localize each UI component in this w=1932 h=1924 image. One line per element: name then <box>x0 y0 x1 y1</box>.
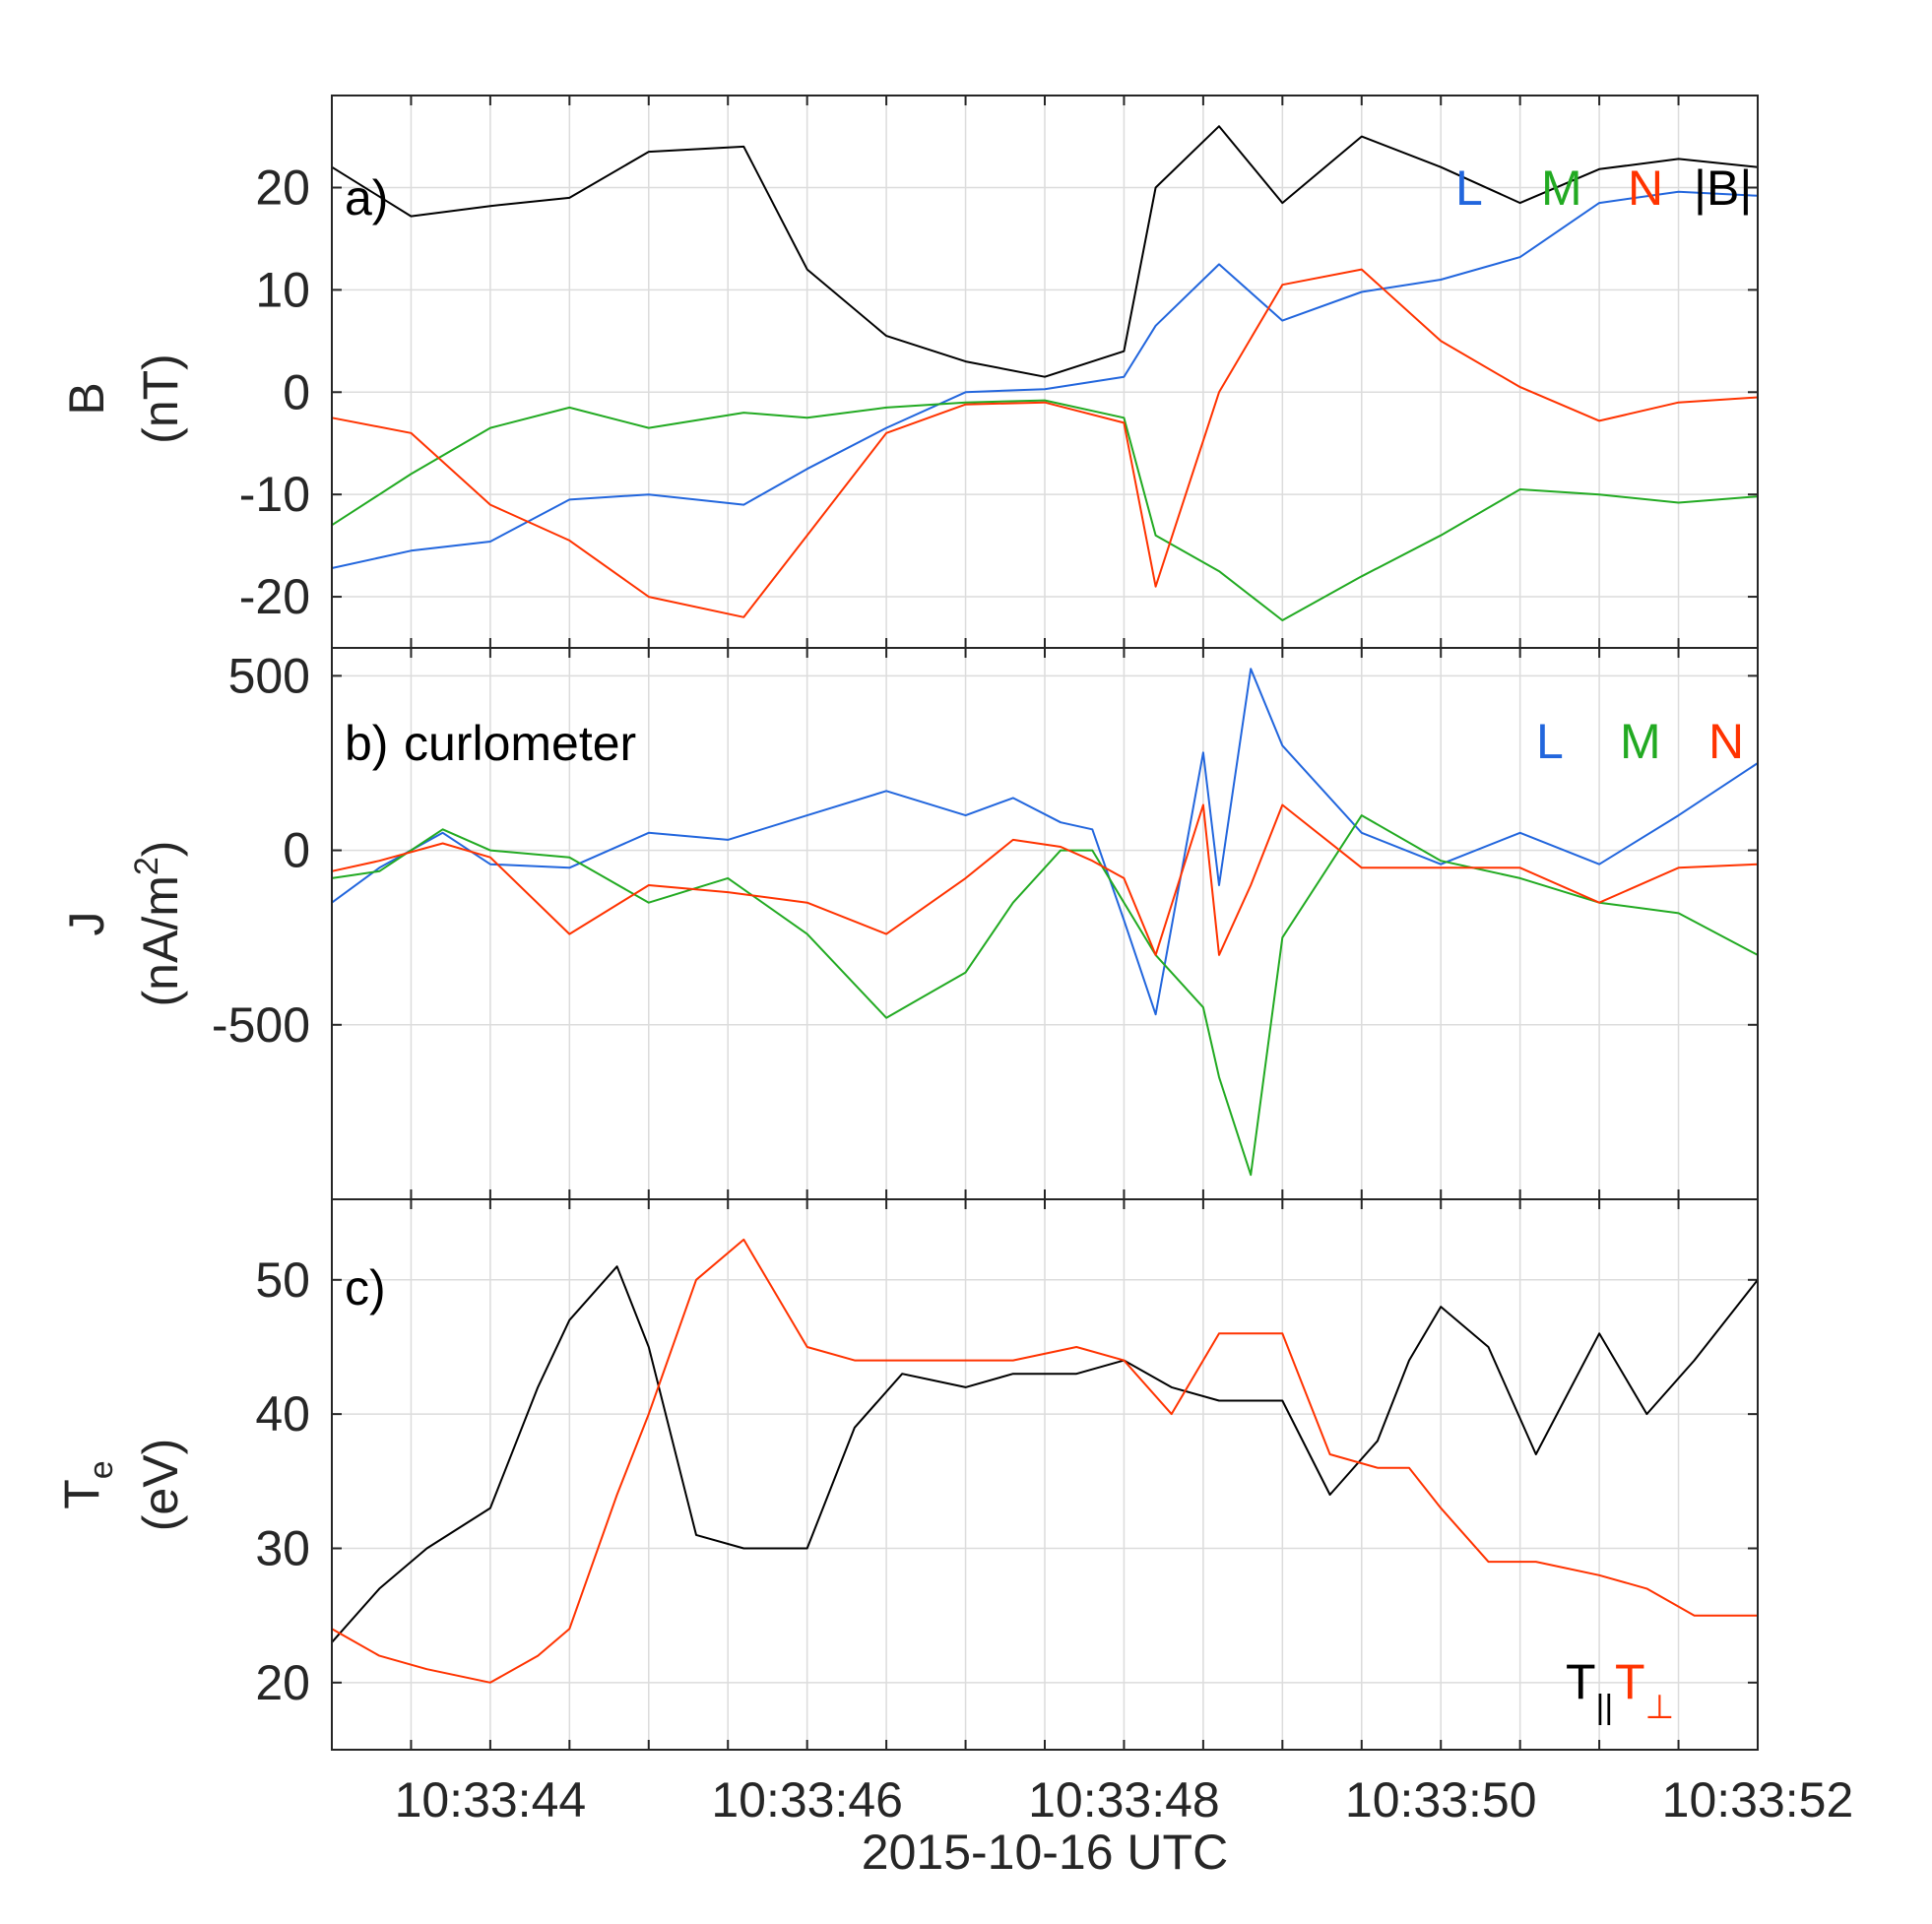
panel-b-yunit-close: ) <box>133 841 188 858</box>
panel-c-ytick-label: 50 <box>255 1252 310 1308</box>
panel-b-ytick-label: -500 <box>212 997 310 1053</box>
panel-c-frame <box>331 1198 1759 1751</box>
panel-c-xtick-label: 10:33:44 <box>395 1772 587 1828</box>
panel-b-label: b) <box>345 716 388 771</box>
panel-c-xlabel: 2015-10-16 UTC <box>862 1825 1228 1880</box>
panel-a-label: a) <box>345 170 388 225</box>
panel-b-series <box>331 668 1759 1177</box>
panel-b-grid <box>332 648 1758 1199</box>
panel-c-label: c) <box>345 1260 386 1315</box>
panel-b-legend-l: L <box>1536 714 1564 769</box>
panel-c-grid <box>332 1199 1758 1750</box>
panel-c-xtick-label: 10:33:50 <box>1345 1772 1537 1828</box>
panel-a-legend-l: L <box>1455 160 1483 216</box>
panel-c-xtick-labels: 10:33:44 10:33:46 10:33:48 10:33:50 10:33:52 <box>395 1772 1854 1828</box>
panel-a-yunit-text: (nT) <box>133 353 188 444</box>
panel-a-ytick-label: 20 <box>255 160 310 216</box>
panel-b-series-n-line <box>331 803 1759 956</box>
panel-c-ylabel: Te <box>54 1460 120 1508</box>
panel-a-ytick-label: 0 <box>283 364 310 419</box>
panel-c: 20 30 40 50 10:33:44 10:33:46 10:33:48 10:33:5… <box>54 1198 1854 1880</box>
panel-b-series-l-line <box>331 668 1759 1016</box>
panel-a-legend: L M N |B| <box>1455 160 1752 216</box>
panel-c-ylabel-sub: e <box>83 1460 120 1479</box>
panel-b-yunit: (nA/m2) <box>128 841 188 1007</box>
panel-a-ytick-label: -20 <box>239 569 310 624</box>
panel-b-yunit-base: (nA/m <box>133 875 188 1006</box>
panel-c-series <box>331 1238 1759 1684</box>
panel-b-ytick-label: 0 <box>283 823 310 878</box>
panel-c-xtick-label: 10:33:48 <box>1028 1772 1220 1828</box>
panel-c-legend-t-perp: T⊥ <box>1615 1654 1674 1726</box>
panel-a-ylabel-name: B <box>59 382 114 415</box>
panel-b-ytick-labels: -500 0 500 <box>212 648 310 1052</box>
panel-c-xtick-label: 10:33:52 <box>1662 1772 1854 1828</box>
panel-a-series-bmag-line <box>331 125 1759 378</box>
panel-b-series-m-line <box>331 814 1759 1177</box>
panel-a-legend-bmag: |B| <box>1694 160 1752 216</box>
panel-b-annotation: curlometer <box>404 716 636 771</box>
panel-b-yunit-exp: 2 <box>128 857 165 875</box>
panel-c-ytick-label: 20 <box>255 1655 310 1710</box>
panel-b-legend-n: N <box>1708 714 1744 769</box>
panel-a: -20 -10 0 10 20 a) B (nT) L M N |B| <box>59 95 1759 649</box>
panel-c-yunit: (eV) <box>133 1439 188 1531</box>
panel-c-ytick-label: 30 <box>255 1520 310 1575</box>
panel-a-series <box>331 125 1759 621</box>
panel-a-ytick-label: -10 <box>239 467 310 522</box>
panel-a-grid <box>332 96 1758 648</box>
panel-a-legend-n: N <box>1628 160 1663 216</box>
panel-a-yunit: (nT) <box>133 353 188 444</box>
panel-c-series-t-perp-line <box>331 1238 1758 1684</box>
panel-a-series-l-line <box>331 190 1759 569</box>
panel-b-ytick-label: 500 <box>228 648 310 703</box>
panel-c-ytick-label: 40 <box>255 1386 310 1442</box>
panel-a-ytick-label: 10 <box>255 262 310 317</box>
panel-a-legend-m: M <box>1541 160 1582 216</box>
panel-b-yunit-text: (nA/m2) <box>128 841 188 1007</box>
panel-c-series-t-par-line <box>331 1265 1759 1643</box>
panel-c-ytick-labels: 20 30 40 50 <box>255 1252 310 1710</box>
panel-a-ytick-labels: -20 -10 0 10 20 <box>239 160 310 625</box>
panel-c-legend: T|| T⊥ <box>1566 1654 1674 1726</box>
panel-c-legend-t-par: T|| <box>1566 1654 1613 1726</box>
panel-c-xtick-label: 10:33:46 <box>711 1772 903 1828</box>
panel-b-ylabel: J <box>59 912 114 936</box>
panel-a-series-m-line <box>331 399 1759 621</box>
panel-a-series-n-line <box>331 268 1759 618</box>
panel-a-ylabel: B <box>59 382 114 415</box>
panel-c-yunit-text: (eV) <box>133 1439 188 1531</box>
panel-b-ylabel-name: J <box>59 912 114 936</box>
panel-b-legend-m: M <box>1620 714 1661 769</box>
panel-c-ylabel-name: T <box>54 1479 109 1509</box>
panel-c-ylabel-text: Te <box>54 1460 120 1508</box>
